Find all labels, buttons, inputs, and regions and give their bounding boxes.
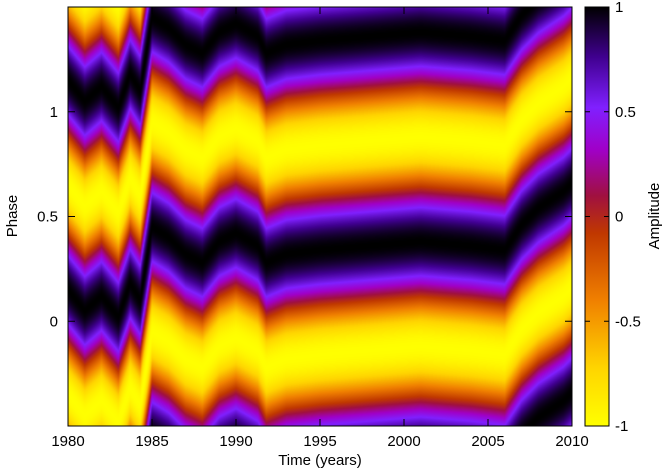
colorbar-tick-label: -1 [615,418,628,435]
y-axis-label: Phase [4,195,21,238]
colorbar-axis: 1 0.5 0 -0.5 -1 [585,0,641,435]
x-tick-label: 1985 [135,433,168,450]
x-tick-label: 2010 [555,433,588,450]
x-axis-label: Time (years) [278,452,362,469]
x-tick-label: 1995 [303,433,336,450]
x-tick-label: 2005 [471,433,504,450]
colorbar-tick-label: 0 [615,209,623,226]
colorbar-tick-label: -0.5 [615,313,641,330]
y-tick-label: 1 [50,104,58,121]
x-tick-label: 1980 [51,433,84,450]
y-tick-label: 0.5 [37,209,58,226]
y-axis: 00.51 [37,104,572,330]
heatmap-raster [68,7,572,426]
x-axis: 1980 1985 1990 1995 2000 2005 2010 [51,7,589,450]
x-tick-label: 1990 [219,433,252,450]
x-tick-label: 2000 [387,433,420,450]
colorbar-tick-label: 0.5 [615,104,636,121]
colorbar-label: Amplitude [646,183,663,250]
colorbar-tick-label: 1 [615,0,623,16]
heatmap-image [68,7,572,426]
y-tick-label: 0 [50,313,58,330]
